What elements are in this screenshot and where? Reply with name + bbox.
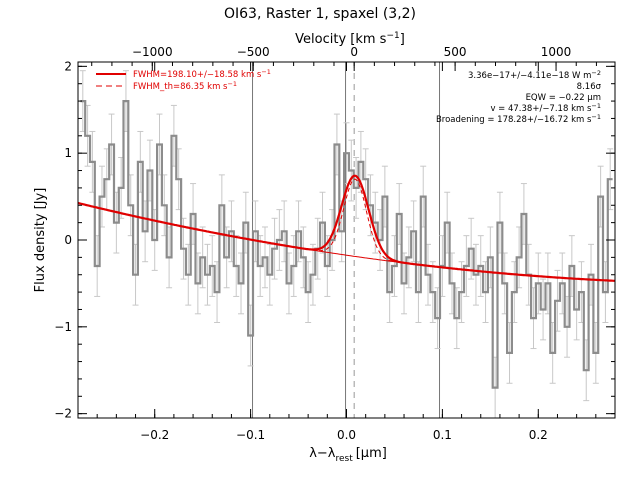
y-tick-label: −2 [54, 407, 72, 421]
top-axis-label: Velocity [km s−1] [295, 31, 405, 47]
y-tick-label: 2 [64, 59, 72, 73]
legend-and-annotations: FWHM=198.10+/−18.58 km s−1FWHM_th=86.35 … [96, 68, 602, 125]
y-axis-label: Flux density [Jy] [33, 188, 48, 293]
spectrum-series [79, 70, 614, 419]
continuum-fit-line [77, 202, 615, 282]
fit-annotation: EQW = −0.22 μm [526, 93, 601, 103]
x-tick-label: −0.1 [236, 428, 265, 442]
x-tick-label: 0.2 [529, 428, 548, 442]
velocity-tick-label: −500 [237, 45, 270, 59]
velocity-tick-label: 500 [444, 45, 467, 59]
x-tick-label: 0.0 [337, 428, 356, 442]
axes: −0.2 −0.1 0.0 0.1 0.2 −2 −1 0 1 2 −1000 −500 0 500 100… [54, 45, 616, 442]
y-tick-label: 0 [64, 233, 72, 247]
velocity-tick-label: 1000 [541, 45, 572, 59]
fit-annotation: 3.36e−17+/−4.11e−18 W m−2 [468, 69, 601, 81]
x-axis-label: λ−λrest [μm] [309, 446, 387, 464]
fit-annotation: 8.16σ [577, 82, 602, 92]
spectrum-histogram [80, 100, 613, 389]
chart-title: OI63, Raster 1, spaxel (3,2) [224, 6, 416, 22]
fit-series [77, 174, 615, 282]
y-tick-label: −1 [54, 320, 72, 334]
x-tick-label: −0.2 [140, 428, 169, 442]
velocity-tick-label: 0 [350, 45, 358, 59]
y-tick-label: 1 [64, 146, 72, 160]
legend-label: FWHM_th=86.35 km s−1 [133, 80, 237, 92]
gaussian-fit-line [77, 174, 615, 282]
x-tick-label: 0.1 [433, 428, 452, 442]
velocity-tick-label: −1000 [132, 45, 173, 59]
fit-annotation: v = 47.38+/−7.18 km s−1 [490, 102, 601, 114]
instrumental-profile-line [298, 178, 413, 265]
legend-label: FWHM=198.10+/−18.58 km s−1 [133, 68, 271, 80]
fit-annotation: Broadening = 178.28+/−16.72 km s−1 [436, 113, 601, 125]
reference-lines [252, 62, 441, 418]
